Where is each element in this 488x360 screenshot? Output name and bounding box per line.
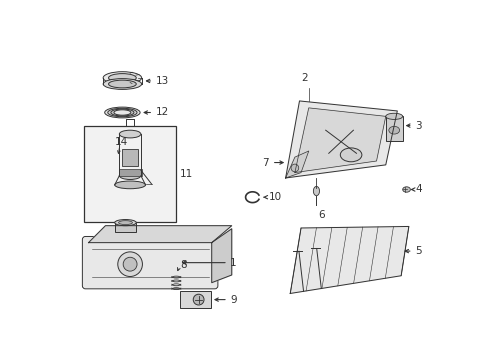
Text: 11: 11 — [179, 169, 192, 179]
Ellipse shape — [104, 107, 140, 118]
Bar — [180, 291, 210, 308]
Text: 9: 9 — [230, 294, 236, 305]
Ellipse shape — [119, 172, 141, 180]
Ellipse shape — [119, 130, 141, 138]
Ellipse shape — [388, 126, 399, 134]
Circle shape — [193, 294, 203, 305]
Ellipse shape — [103, 72, 142, 84]
Text: 6: 6 — [317, 210, 324, 220]
Ellipse shape — [118, 221, 132, 225]
Ellipse shape — [108, 73, 136, 82]
Text: 5: 5 — [414, 246, 421, 256]
Bar — [84, 126, 176, 222]
FancyBboxPatch shape — [82, 237, 218, 289]
Text: 2: 2 — [301, 73, 307, 83]
Bar — [385, 116, 402, 141]
Bar — [118, 170, 142, 176]
Polygon shape — [211, 229, 231, 283]
Text: 13: 13 — [156, 76, 169, 86]
Circle shape — [290, 164, 298, 172]
Ellipse shape — [114, 110, 131, 115]
Polygon shape — [285, 101, 396, 178]
Ellipse shape — [115, 220, 136, 226]
Bar — [122, 149, 138, 166]
Circle shape — [123, 257, 137, 271]
Ellipse shape — [313, 186, 319, 195]
Polygon shape — [285, 151, 308, 178]
Text: 3: 3 — [414, 121, 421, 131]
Ellipse shape — [115, 181, 145, 189]
Ellipse shape — [108, 80, 136, 88]
Ellipse shape — [111, 109, 134, 116]
Text: 14: 14 — [115, 137, 128, 147]
Text: 10: 10 — [268, 192, 281, 202]
Text: 7: 7 — [262, 158, 268, 167]
Text: 12: 12 — [156, 108, 169, 117]
Text: 8: 8 — [180, 260, 186, 270]
Polygon shape — [294, 108, 385, 172]
Text: 4: 4 — [414, 184, 421, 194]
Polygon shape — [88, 226, 231, 243]
Ellipse shape — [107, 108, 137, 117]
Circle shape — [118, 252, 142, 276]
Text: 1: 1 — [230, 258, 236, 267]
Ellipse shape — [340, 148, 361, 162]
Polygon shape — [290, 226, 408, 293]
Ellipse shape — [402, 187, 409, 192]
Ellipse shape — [385, 113, 402, 120]
Ellipse shape — [103, 78, 142, 89]
Bar — [115, 222, 136, 232]
